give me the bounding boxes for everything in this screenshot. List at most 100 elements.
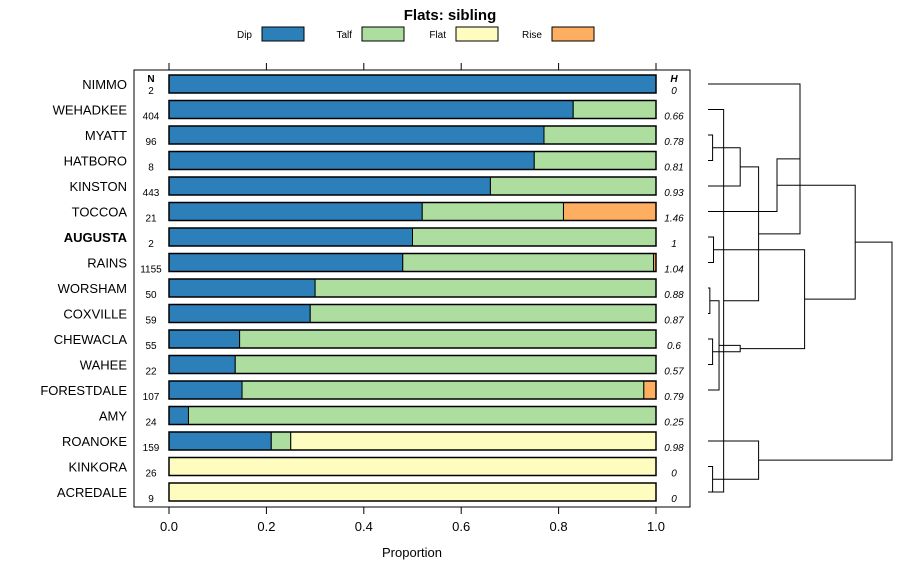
bar-segment-talf bbox=[421, 202, 564, 221]
n-value: 9 bbox=[148, 494, 154, 505]
bar-segment-dip bbox=[168, 151, 535, 170]
bar-outline bbox=[168, 125, 657, 145]
h-value: 1.46 bbox=[664, 214, 684, 225]
bar-segment-talf bbox=[402, 253, 655, 272]
h-value: 0.79 bbox=[664, 392, 684, 403]
bar-segment-dip bbox=[168, 380, 243, 400]
h-value: 0 bbox=[671, 469, 677, 480]
row-wahee: WAHEE 22 0.57 bbox=[80, 354, 684, 378]
bar-outline bbox=[168, 303, 657, 324]
bar-outline bbox=[168, 456, 657, 477]
h-value: 0 bbox=[671, 86, 677, 97]
row-roanoke: ROANOKE 159 0.98 bbox=[62, 431, 684, 454]
bar-outline bbox=[168, 278, 657, 298]
bar-outline bbox=[168, 99, 657, 120]
bar-segment-flat bbox=[168, 482, 657, 502]
bar-outline bbox=[168, 252, 657, 273]
n-column-header: N bbox=[147, 74, 154, 85]
bar-segment-talf bbox=[309, 304, 657, 323]
category-label: KINKORA bbox=[68, 460, 127, 475]
x-tick-label: 0.8 bbox=[550, 519, 568, 534]
category-label: ROANOKE bbox=[62, 434, 127, 449]
n-value: 1155 bbox=[140, 265, 162, 276]
bar-segment-dip bbox=[168, 100, 574, 119]
legend-label-flat: Flat bbox=[429, 30, 446, 41]
bar-segment-talf bbox=[543, 125, 657, 145]
bar-outline bbox=[168, 354, 657, 375]
bar-segment-dip bbox=[168, 278, 316, 298]
h-column-header: H bbox=[670, 74, 678, 85]
chart-title: Flats: sibling bbox=[404, 7, 497, 24]
bar-segment-rise bbox=[562, 202, 657, 221]
h-value: 1 bbox=[671, 239, 677, 250]
h-value: 0.25 bbox=[664, 418, 684, 429]
n-value: 50 bbox=[145, 290, 157, 301]
category-label: RAINS bbox=[87, 256, 127, 271]
bar-segment-dip bbox=[168, 329, 241, 349]
dendrogram-link bbox=[708, 287, 711, 314]
bar-segment-talf bbox=[234, 355, 657, 374]
category-label: WORSHAM bbox=[58, 281, 127, 296]
n-value: 159 bbox=[143, 443, 160, 454]
category-label: AUGUSTA bbox=[64, 230, 128, 245]
x-tick-label: 0.0 bbox=[160, 519, 178, 534]
dendrogram-link bbox=[758, 241, 893, 461]
bar-segment-dip bbox=[168, 125, 545, 145]
category-label: ACREDALE bbox=[57, 485, 127, 500]
row-myatt: MYATT 96 0.78 bbox=[85, 125, 684, 148]
h-value: 0.66 bbox=[664, 112, 684, 123]
bar-segment-talf bbox=[533, 151, 657, 170]
bar-segment-talf bbox=[239, 329, 657, 349]
n-value: 59 bbox=[145, 316, 157, 327]
row-worsham: WORSHAM 50 0.88 bbox=[58, 278, 684, 301]
n-value: 21 bbox=[145, 214, 157, 225]
n-value: 404 bbox=[143, 112, 160, 123]
n-value: 2 bbox=[148, 239, 154, 250]
legend-swatch-rise bbox=[551, 26, 595, 42]
dendrogram-link bbox=[712, 344, 741, 353]
dendrogram-link bbox=[708, 338, 714, 365]
dendrogram-link bbox=[777, 184, 856, 300]
h-value: 0.98 bbox=[664, 443, 684, 454]
legend: Dip Talf Flat Rise bbox=[237, 26, 595, 42]
bar-segment-talf bbox=[412, 227, 657, 247]
n-value: 2 bbox=[148, 86, 154, 97]
x-tick-label: 0.4 bbox=[355, 519, 373, 534]
bar-segment-dip bbox=[168, 406, 189, 425]
row-hatboro: HATBORO 8 0.81 bbox=[64, 150, 684, 174]
legend-label-dip: Dip bbox=[237, 30, 252, 41]
bar-segment-talf bbox=[187, 406, 657, 425]
x-axis-label: Proportion bbox=[382, 545, 442, 560]
bar-segment-dip bbox=[168, 304, 311, 323]
bar-outline bbox=[168, 150, 657, 171]
dendrogram-link bbox=[708, 440, 760, 480]
row-acredale: ACREDALE 9 0 bbox=[57, 482, 677, 505]
dendrogram-link bbox=[723, 166, 760, 302]
x-tick-label: 0.6 bbox=[452, 519, 470, 534]
category-label: AMY bbox=[99, 409, 128, 424]
bar-segment-dip bbox=[168, 253, 404, 272]
dendrogram bbox=[708, 83, 893, 493]
category-label: TOCCOA bbox=[72, 205, 128, 220]
bar-segment-dip bbox=[168, 355, 236, 374]
bar-outline bbox=[168, 201, 657, 222]
h-value: 1.04 bbox=[664, 265, 684, 276]
legend-swatch-talf bbox=[361, 26, 405, 42]
h-value: 0.78 bbox=[664, 137, 684, 148]
legend-swatch-flat bbox=[455, 26, 499, 42]
legend-label-talf: Talf bbox=[336, 30, 352, 41]
category-label: WAHEE bbox=[80, 358, 128, 373]
bar-outline bbox=[168, 380, 657, 400]
legend-swatch-dip bbox=[261, 26, 305, 42]
dendrogram-link bbox=[708, 236, 715, 263]
h-value: 0.88 bbox=[664, 290, 684, 301]
category-label: COXVILLE bbox=[63, 307, 127, 322]
h-value: 0.81 bbox=[664, 163, 683, 174]
row-kinston: KINSTON 443 0.93 bbox=[69, 176, 684, 199]
plot-frame bbox=[133, 69, 691, 508]
bar-outline bbox=[168, 482, 657, 502]
row-amy: AMY 24 0.25 bbox=[99, 405, 684, 429]
row-coxville: COXVILLE 59 0.87 bbox=[63, 303, 684, 327]
bar-segment-dip bbox=[168, 176, 491, 196]
